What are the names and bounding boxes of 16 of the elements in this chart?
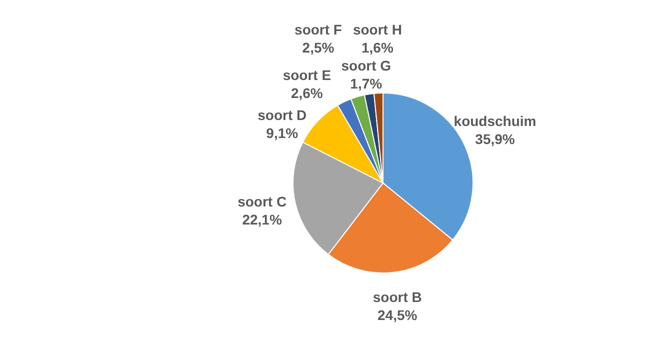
slice-label: soort E xyxy=(282,66,332,83)
slice-label: soort B xyxy=(372,289,422,306)
data-label: 2,6% xyxy=(290,84,324,101)
data-label: 9,1% xyxy=(266,124,299,141)
slice-label: soort H xyxy=(352,21,402,38)
slice-label: soort G xyxy=(341,57,392,74)
data-label: 1,6% xyxy=(362,39,394,56)
slice-label: soort C xyxy=(238,193,287,210)
slice-label: koudschuim xyxy=(454,112,536,129)
slice-label: soort F xyxy=(294,21,342,38)
data-label: 1,7% xyxy=(350,75,383,92)
data-label: 35,9% xyxy=(475,130,516,147)
data-label: 22,1% xyxy=(242,211,282,228)
data-label: 2,5% xyxy=(302,39,335,56)
data-label: 24,5% xyxy=(378,307,418,324)
slice-label: soort D xyxy=(258,106,307,123)
